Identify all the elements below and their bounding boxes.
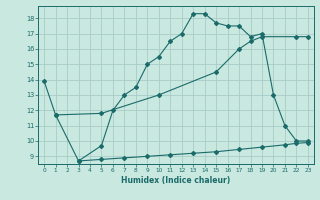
X-axis label: Humidex (Indice chaleur): Humidex (Indice chaleur) [121, 176, 231, 185]
